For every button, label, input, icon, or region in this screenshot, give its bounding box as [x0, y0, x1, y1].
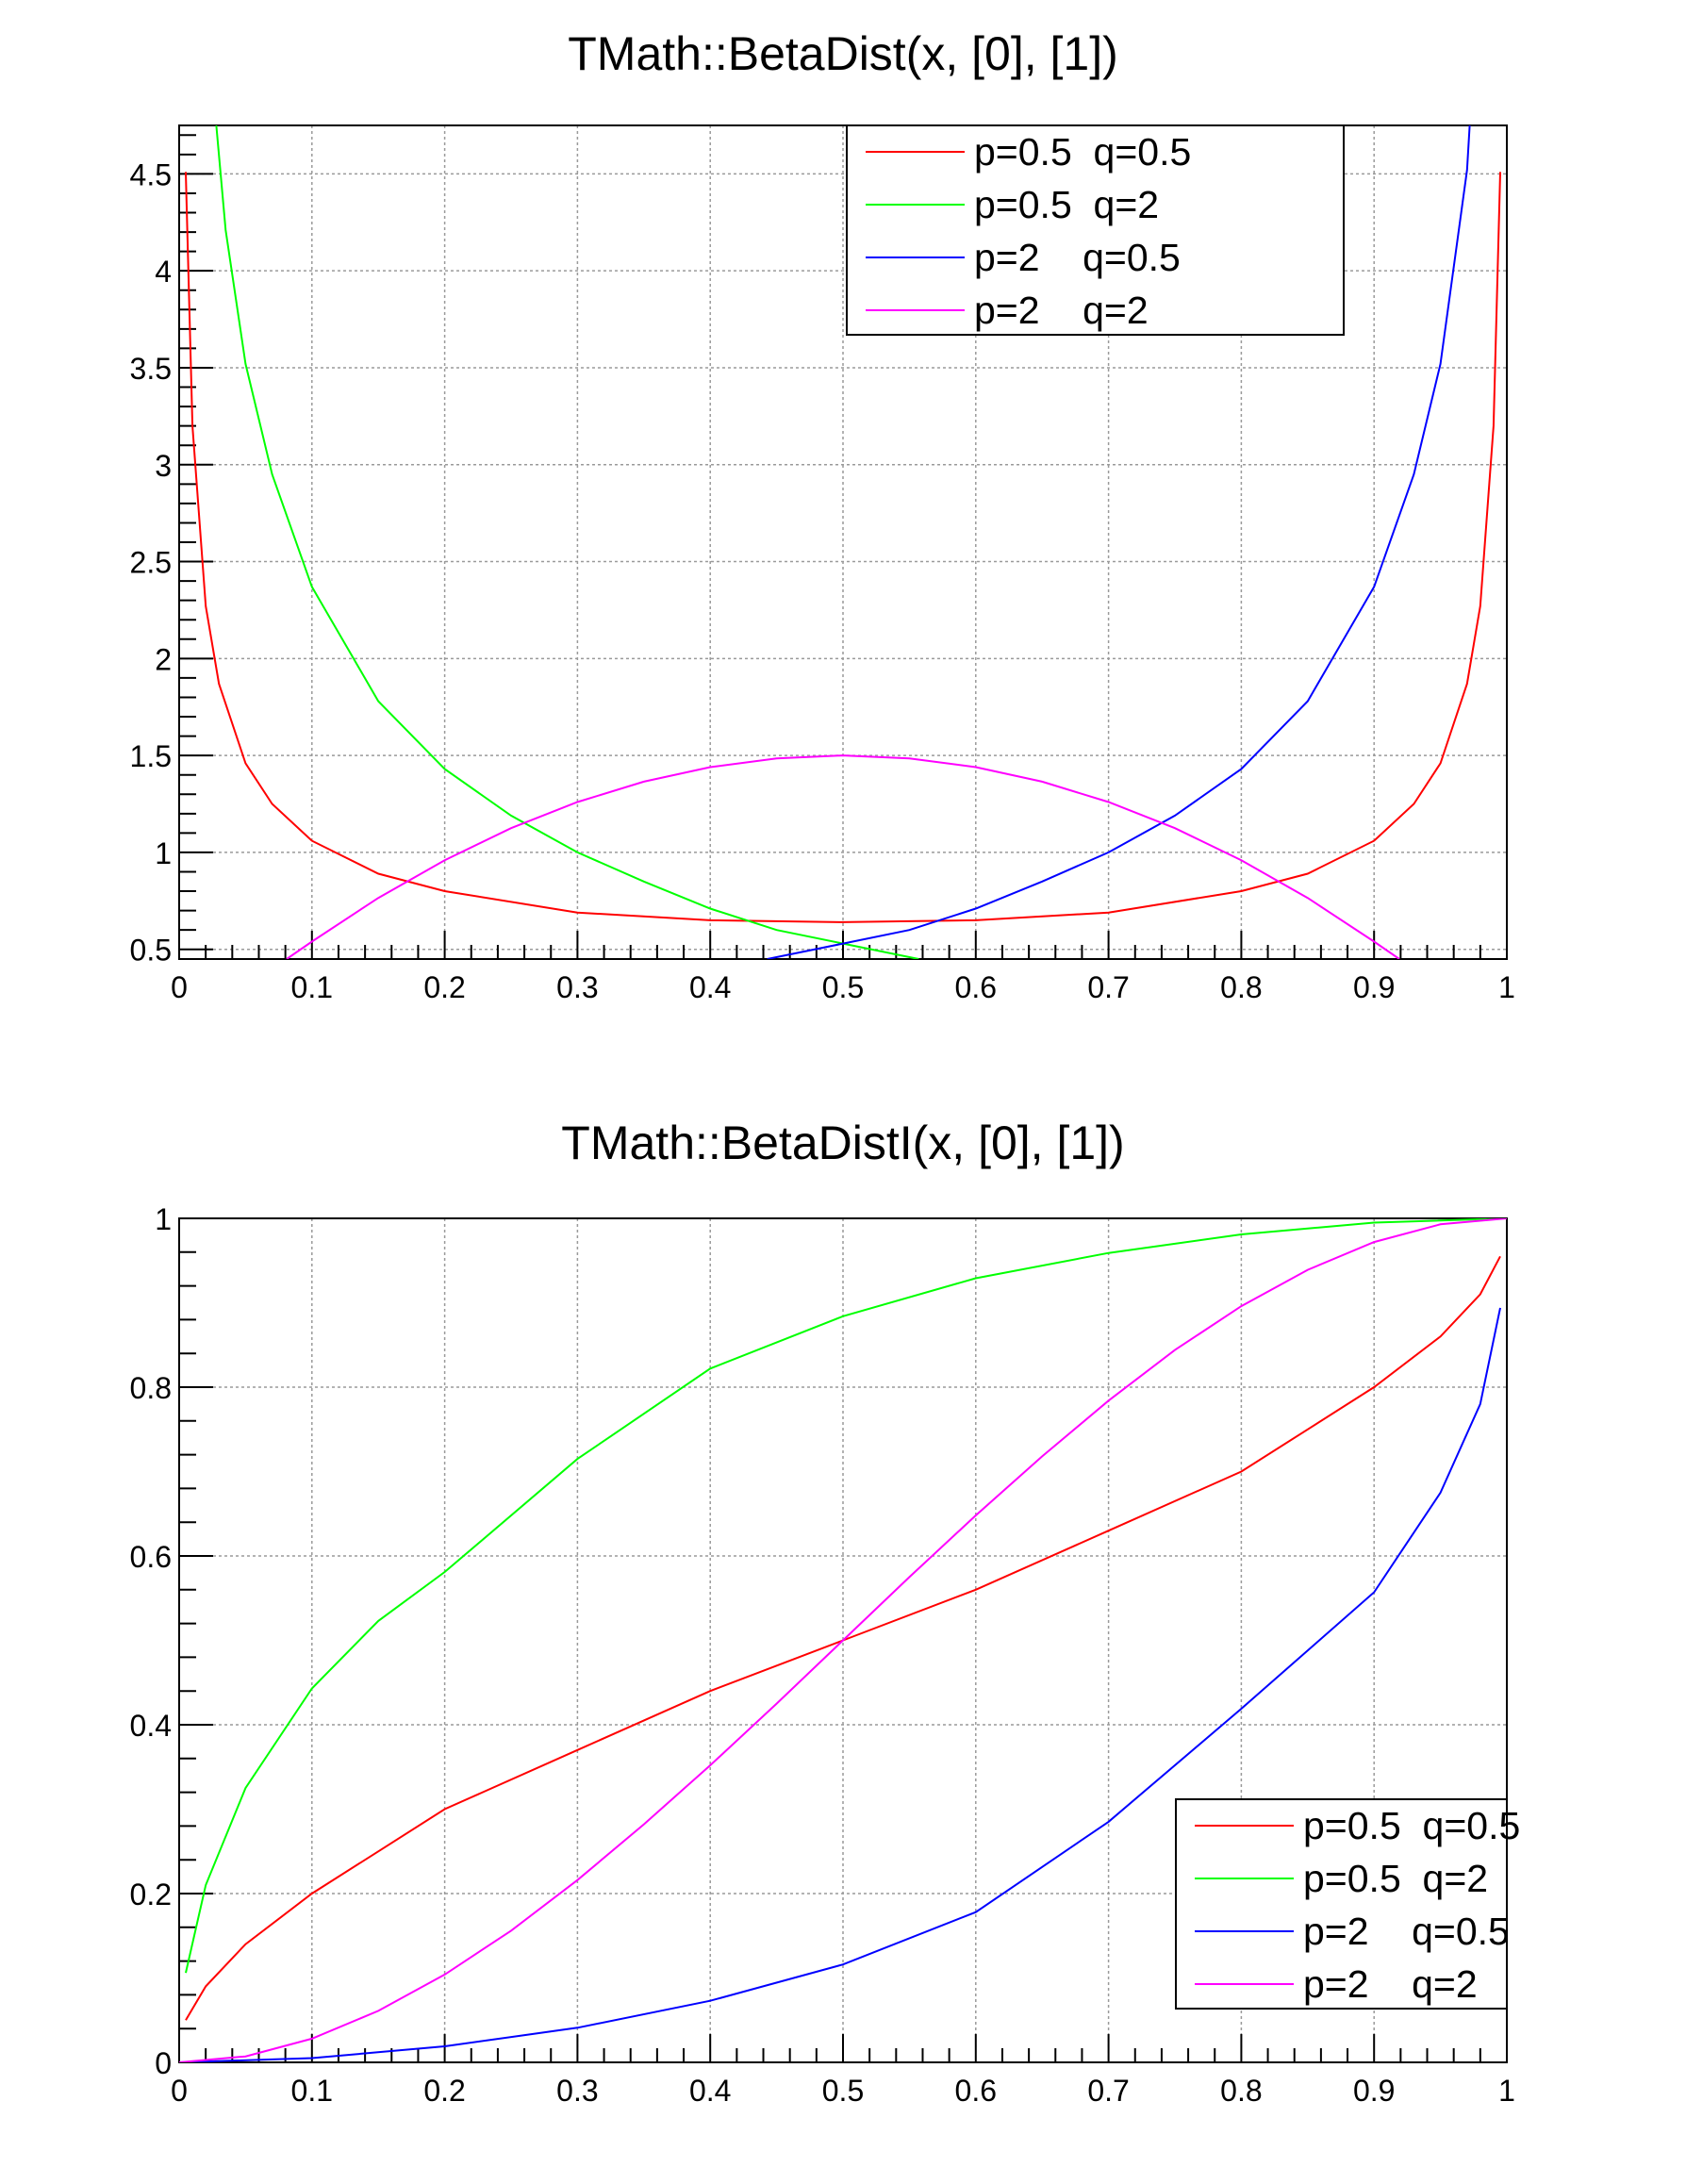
x-tick-label: 0	[171, 2074, 188, 2108]
x-tick-label: 0.3	[556, 970, 598, 1004]
x-tick-label: 0.2	[423, 970, 465, 1004]
legend-box	[846, 124, 1345, 336]
x-tick-label: 0.5	[822, 970, 864, 1004]
y-tick-label: 0.5	[130, 934, 172, 968]
y-tick-label: 1	[155, 836, 172, 870]
y-tick-label: 0	[155, 2046, 172, 2080]
legend-label: p=0.5 q=2	[974, 183, 1159, 226]
chart-title-betadisti: TMath::BetaDistI(x, [0], [1])	[561, 1117, 1125, 1169]
x-tick-label: 0.8	[1220, 970, 1262, 1004]
x-tick-label: 0.1	[291, 2074, 333, 2108]
series-line-1	[215, 125, 919, 959]
legend-label: p=2 q=0.5	[1303, 1910, 1510, 1953]
y-tick-label: 4	[155, 255, 172, 289]
legend-label: p=2 q=2	[974, 289, 1149, 332]
y-tick-label: 4.5	[130, 157, 172, 191]
y-tick-label: 0.2	[130, 1878, 172, 1911]
chart-title-betadist: TMath::BetaDist(x, [0], [1])	[568, 27, 1118, 80]
y-tick-label: 0.6	[130, 1540, 172, 1574]
x-tick-label: 1	[1498, 2074, 1515, 2108]
legend-box	[1175, 1798, 1508, 2010]
y-tick-label: 1	[155, 1202, 172, 1236]
series-line-2	[179, 1307, 1501, 2062]
series-line-2	[767, 125, 1471, 959]
x-tick-label: 0.6	[955, 970, 997, 1004]
chart-1: 0 0.1 0.2 0.3 0.4 0.5 0.6 0.7 0.8 0.9 1 0 0.2 0.4 0.6 0…	[130, 1202, 1521, 2108]
x-tick-label: 0.7	[1087, 2074, 1129, 2108]
legend-label: p=0.5 q=0.5	[1303, 1804, 1520, 1847]
x-tick-label: 0.4	[689, 970, 731, 1004]
x-tick-label: 0.5	[822, 2074, 864, 2108]
legend-label: p=0.5 q=2	[1303, 1857, 1488, 1900]
y-tick-label: 1.5	[130, 739, 172, 773]
y-tick-label: 2	[155, 642, 172, 676]
x-tick-label: 0.9	[1353, 970, 1395, 1004]
legend-label: p=0.5 q=0.5	[974, 130, 1191, 174]
series-line-3	[179, 1218, 1507, 2062]
x-tick-label: 0.1	[291, 970, 333, 1004]
legend-label: p=2 q=2	[1303, 1962, 1478, 2006]
y-tick-label: 2.5	[130, 546, 172, 580]
x-tick-label: 0.8	[1220, 2074, 1262, 2108]
x-tick-label: 0.4	[689, 2074, 731, 2108]
chart-0: 0 0.1 0.2 0.3 0.4 0.5 0.6 0.7 0.8 0.9 1 0.5 1 1.5 2 2.5…	[130, 124, 1515, 1004]
x-tick-label: 0	[171, 970, 188, 1004]
x-tick-label: 0.7	[1087, 970, 1129, 1004]
x-tick-label: 0.3	[556, 2074, 598, 2108]
series-line-3	[286, 754, 1400, 959]
y-tick-label: 3	[155, 449, 172, 483]
x-tick-label: 0.6	[955, 2074, 997, 2108]
legend-label: p=2 q=0.5	[974, 236, 1181, 279]
series-line-0	[185, 172, 1501, 923]
y-tick-label: 0.4	[130, 1709, 172, 1743]
x-tick-label: 1	[1498, 970, 1515, 1004]
y-tick-label: 3.5	[130, 352, 172, 386]
y-tick-label: 0.8	[130, 1371, 172, 1405]
x-tick-label: 0.9	[1353, 2074, 1395, 2108]
x-tick-label: 0.2	[423, 2074, 465, 2108]
series-line-1	[185, 1218, 1507, 1974]
